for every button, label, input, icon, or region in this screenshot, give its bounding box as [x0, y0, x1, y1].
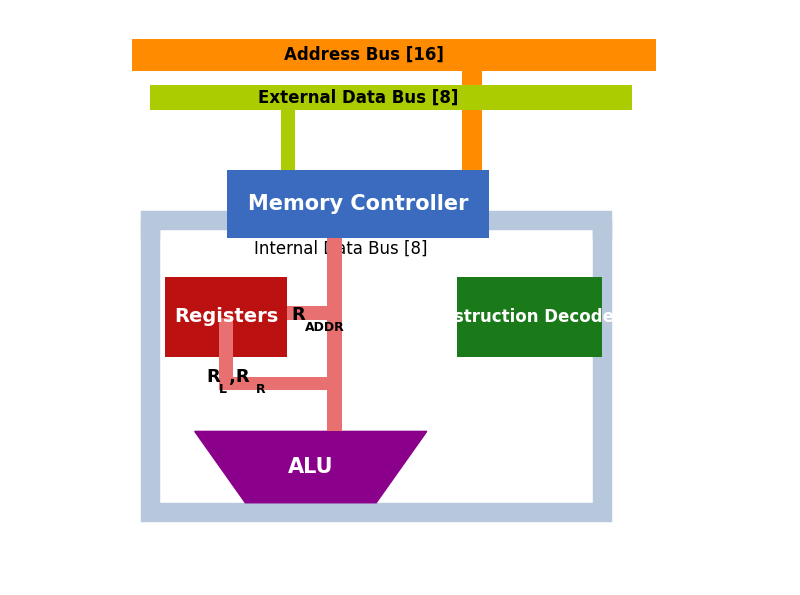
Bar	[457, 277, 602, 357]
Text: ALU: ALU	[288, 457, 334, 477]
Bar	[327, 238, 342, 431]
Text: External Data Bus [8]: External Data Bus [8]	[258, 89, 458, 107]
Bar	[287, 306, 342, 320]
Polygon shape	[194, 431, 426, 503]
Bar	[462, 71, 482, 173]
Bar	[218, 318, 234, 390]
Text: Registers: Registers	[174, 308, 278, 326]
Text: Address Bus [16]: Address Bus [16]	[284, 46, 444, 64]
Text: R: R	[255, 383, 265, 396]
Bar	[165, 277, 287, 357]
Bar	[281, 110, 295, 173]
Text: Memory Controller: Memory Controller	[248, 194, 469, 214]
Text: R: R	[206, 368, 220, 386]
Bar	[218, 377, 342, 390]
Text: R: R	[292, 306, 306, 324]
Text: ADDR: ADDR	[305, 321, 345, 334]
Text: Instruction Decoder: Instruction Decoder	[436, 308, 622, 326]
Bar	[150, 85, 632, 110]
Text: Internal Data Bus [8]: Internal Data Bus [8]	[254, 240, 427, 258]
Bar	[150, 220, 602, 512]
Bar	[144, 220, 155, 238]
Bar	[132, 39, 656, 71]
Bar	[227, 170, 490, 238]
Text: L: L	[218, 383, 226, 396]
Text: ,R: ,R	[230, 368, 250, 386]
